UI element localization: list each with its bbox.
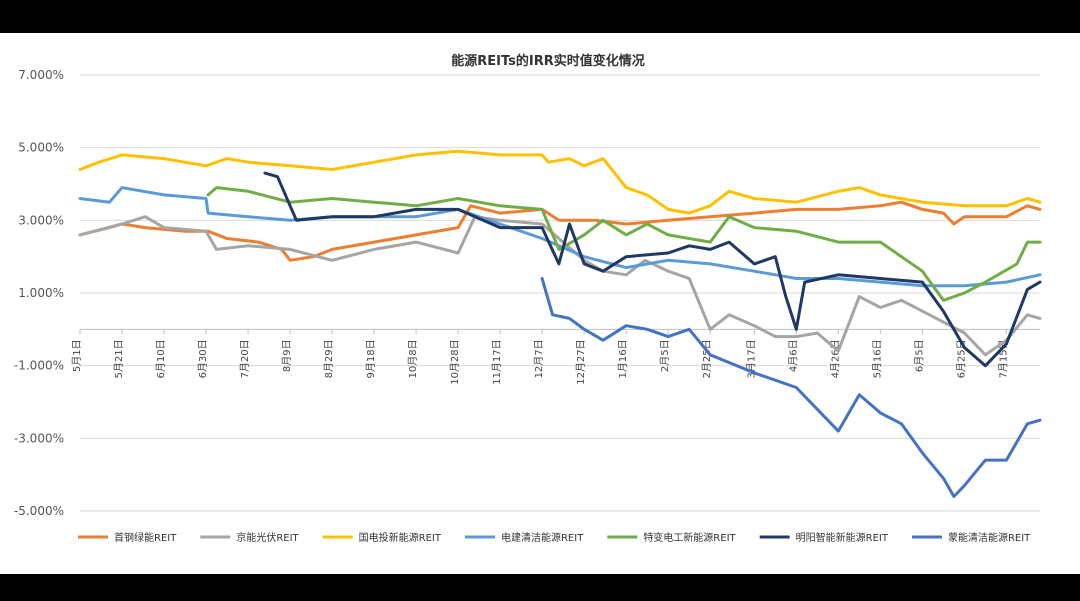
y-tick-label: -5.000% [14,504,64,518]
x-tick-label: 8月29日 [323,339,335,378]
series-line-3 [78,149,1042,215]
y-tick-label: 7.000% [18,68,64,82]
y-tick-label: 5.000% [18,141,64,155]
legend-label: 特变电工新能源REIT [643,531,736,544]
x-tick-label: 10月28日 [449,339,461,384]
legend-label: 电建清洁能源REIT [501,531,584,544]
chart-title: 能源REITs的IRR实时值变化情况 [451,53,644,69]
y-tick-label: -1.000% [14,359,64,373]
series-line-4 [78,186,1042,288]
x-tick-label: 1月16日 [617,339,629,378]
x-tick-label: 5月1日 [71,339,83,372]
x-tick-label: 7月20日 [239,339,251,378]
y-tick-label: 3.000% [18,213,64,227]
x-tick-label: 9月18日 [365,339,377,378]
chart-panel: 能源REITs的IRR实时值变化情况 7.000% 5.000% 3.000% 1.0… [0,33,1080,574]
x-tick-label: 6月10日 [155,339,167,378]
series-line-7 [540,277,1042,498]
x-tick-label: 11月17日 [491,339,503,384]
x-tick-label: 6月5日 [913,339,925,372]
series-line-2 [78,215,1042,357]
legend-label: 京能光伏REIT [236,531,299,544]
x-tick-label: 4月6日 [787,339,799,372]
x-tick-label: 8月9日 [281,339,293,372]
x-tick-label: 6月30日 [197,339,209,378]
y-tick-label: 1.000% [18,286,64,300]
x-tick-label: 12月27日 [575,339,587,384]
series-line-6 [263,171,1042,368]
x-tick-label: 10月8日 [407,339,419,378]
legend-label: 蒙能清洁能源REIT [948,531,1031,544]
legend-label: 首钢绿能REIT [114,531,177,544]
x-tick-label: 3月17日 [745,339,757,378]
x-tick-label: 2月5日 [659,339,671,372]
x-tick-label: 5月21日 [113,339,125,378]
legend-label: 明阳智能新能源REIT [796,531,889,544]
x-tick-label: 5月16日 [871,339,883,378]
irr-line-chart: 能源REITs的IRR实时值变化情况 7.000% 5.000% 3.000% 1.0… [14,53,1042,544]
x-tick-label: 12月7日 [533,339,545,378]
series-line-5 [206,186,1042,302]
legend-label: 国电投新能源REIT [359,531,442,544]
y-tick-label: -3.000% [14,431,64,445]
